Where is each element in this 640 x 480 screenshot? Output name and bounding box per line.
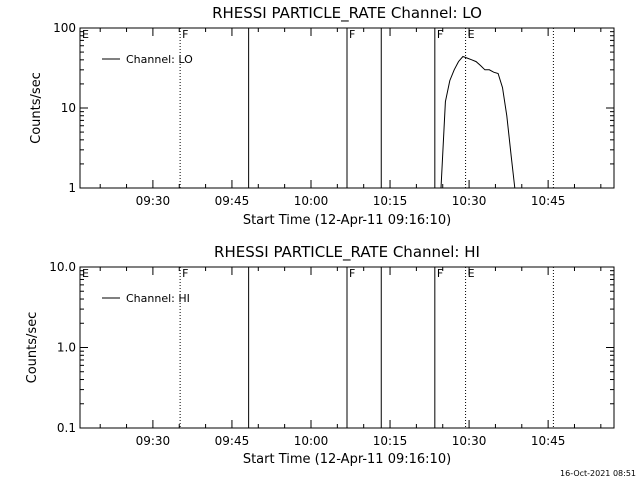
data-series-line-1: [440, 55, 516, 189]
y-tick-label: 10.0: [49, 260, 76, 274]
chart-title: RHESSI PARTICLE_RATE Channel: HI: [214, 243, 480, 262]
x-tick-label: 10:00: [294, 194, 329, 208]
x-tick-label: 10:15: [373, 434, 408, 448]
y-axis-label: Counts/sec: [29, 72, 44, 144]
x-tick-label: 10:30: [452, 194, 487, 208]
x-tick-label: 09:30: [136, 194, 171, 208]
y-tick-label: 100: [53, 21, 76, 35]
y-tick-label: 1: [68, 181, 76, 195]
chart-title: RHESSI PARTICLE_RATE Channel: LO: [212, 4, 482, 23]
chart-panel-1: RHESSI PARTICLE_RATE Channel: LO Start Ti…: [29, 4, 615, 228]
legend-entry: Channel: HI: [126, 292, 190, 305]
chart-panel-2: RHESSI PARTICLE_RATE Channel: HI Start Ti…: [25, 243, 615, 467]
y-tick-label: 10: [61, 101, 76, 115]
x-tick-label: 10:45: [531, 434, 566, 448]
event-flag-label: F: [349, 28, 355, 41]
y-tick-label: 1.0: [57, 341, 76, 355]
event-flag-label: E: [468, 267, 475, 280]
timestamp: 16-Oct-2021 08:51: [560, 469, 636, 478]
x-axis-label: Start Time (12-Apr-11 09:16:10): [243, 213, 451, 228]
event-flag-label: F: [437, 28, 443, 41]
event-flag-label: F: [349, 267, 355, 280]
event-flag-label: E: [82, 267, 89, 280]
x-tick-label: 10:00: [294, 434, 329, 448]
legend-entry: Channel: LO: [126, 53, 193, 66]
x-tick-label: 09:45: [215, 434, 250, 448]
x-tick-label: 10:30: [452, 434, 487, 448]
event-flag-label: F: [437, 267, 443, 280]
x-tick-label: 09:45: [215, 194, 250, 208]
x-axis-label: Start Time (12-Apr-11 09:16:10): [243, 452, 451, 467]
y-tick-label: 0.1: [57, 421, 76, 435]
event-flag-label: E: [468, 28, 475, 41]
x-tick-label: 10:15: [373, 194, 408, 208]
y-axis-label: Counts/sec: [25, 312, 40, 384]
x-tick-label: 10:45: [531, 194, 566, 208]
event-flag-label: E: [82, 28, 89, 41]
event-flag-label: F: [182, 28, 188, 41]
x-tick-label: 09:30: [136, 434, 171, 448]
event-flag-label: F: [182, 267, 188, 280]
